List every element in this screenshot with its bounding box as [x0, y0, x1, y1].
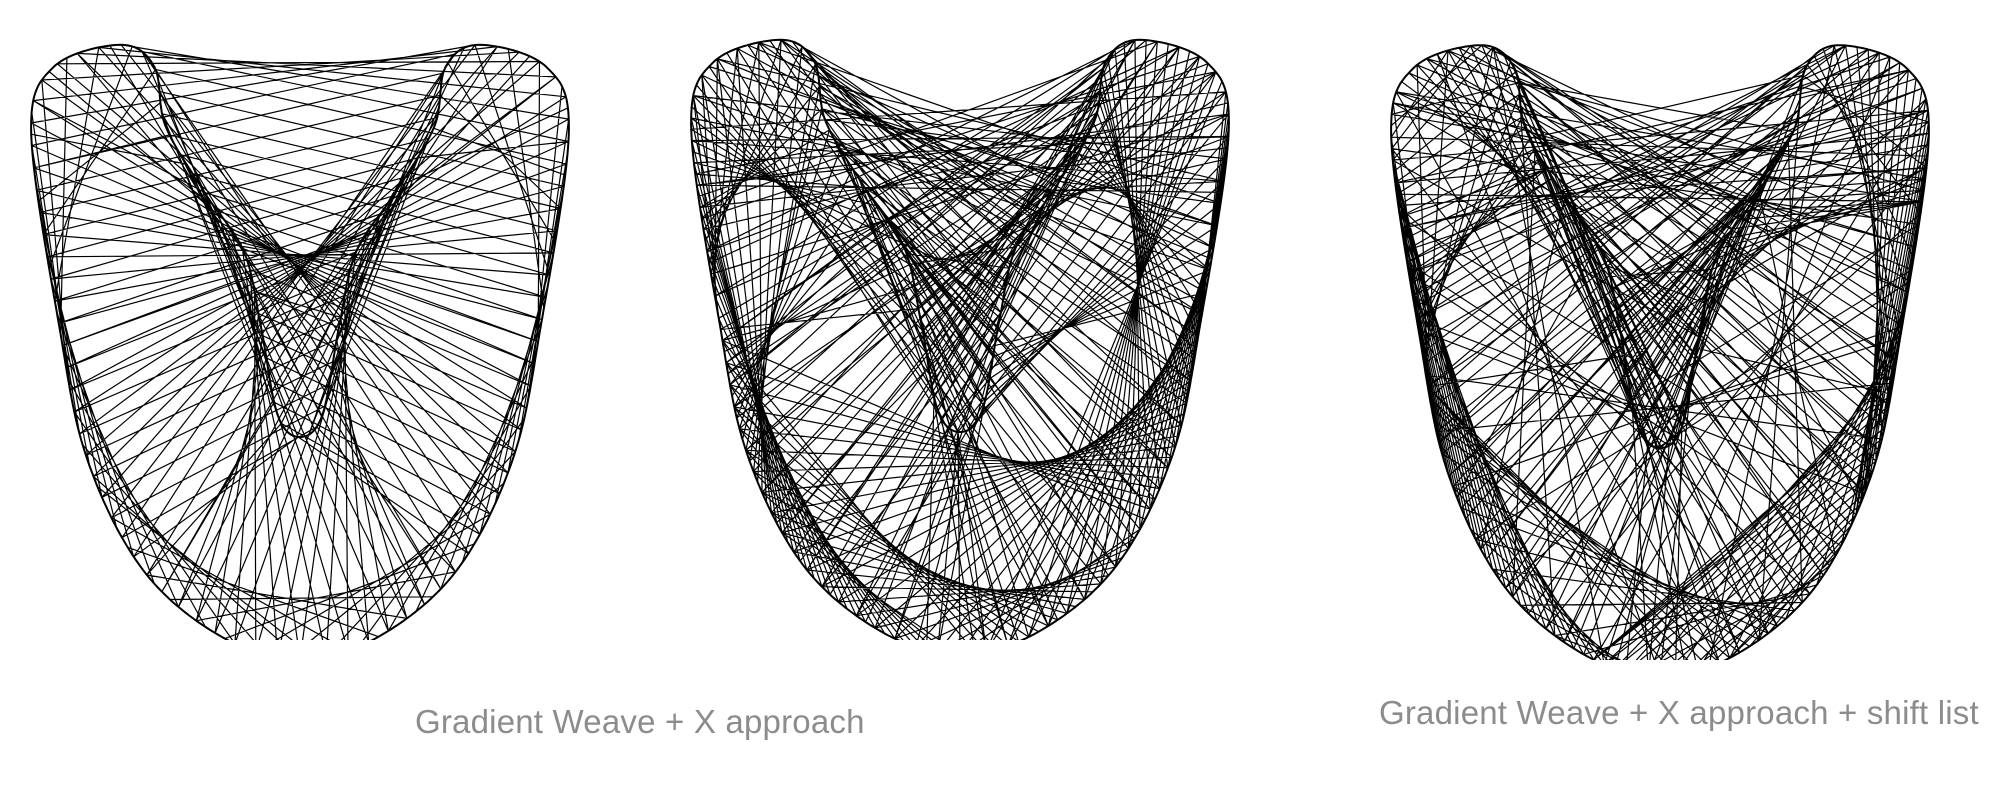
- weave-outline: [1390, 44, 1930, 660]
- weave-outline: [30, 43, 570, 640]
- weave-figure-middle: [690, 38, 1230, 640]
- weave-strands: [1390, 44, 1930, 660]
- weave-figure-right: [1390, 44, 1930, 660]
- weave-strands: [30, 44, 570, 640]
- weave-figure-left: [30, 43, 570, 640]
- caption-gradient-weave-x: Gradient Weave + X approach: [415, 703, 865, 740]
- weave-strands: [690, 39, 1230, 640]
- caption-gradient-weave-x-shift: Gradient Weave + X approach + shift list: [1379, 694, 1979, 731]
- weave-outline: [690, 38, 1230, 640]
